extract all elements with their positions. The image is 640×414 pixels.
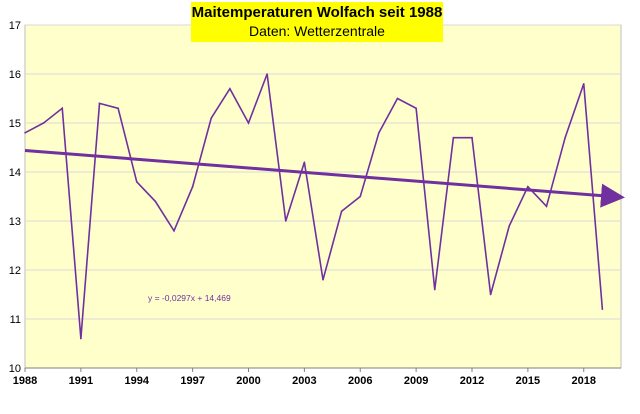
trendline-equation: y = -0,0297x + 14,469 — [148, 293, 231, 303]
data-point — [247, 122, 250, 124]
data-point — [322, 279, 324, 281]
x-tick-label: 2012 — [460, 375, 484, 387]
x-tick-label: 1988 — [13, 375, 37, 387]
data-point — [191, 185, 194, 188]
y-tick-label: 10 — [9, 363, 21, 375]
data-point — [340, 210, 343, 212]
x-tick-label: 1997 — [180, 375, 204, 387]
y-tick-label: 13 — [9, 216, 21, 228]
data-point — [489, 293, 492, 296]
data-point — [24, 132, 26, 134]
y-tick-label: 14 — [9, 167, 21, 179]
data-point — [396, 97, 399, 100]
data-point — [229, 87, 231, 90]
y-tick-label: 11 — [10, 314, 21, 326]
data-point — [545, 205, 548, 208]
series-line — [24, 73, 604, 339]
x-tick-label: 2015 — [516, 375, 540, 387]
plot-area — [24, 24, 622, 369]
data-point — [359, 195, 362, 198]
data-point — [117, 107, 119, 110]
x-tick-label: 1991 — [69, 375, 93, 387]
x-tick-label: 2018 — [572, 375, 596, 387]
data-point — [527, 185, 529, 188]
chart-subtitle: Daten: Wetterzentrale — [249, 23, 385, 39]
chart-title: Maitemperaturen Wolfach seit 1988 — [191, 4, 443, 21]
y-tick-label: 12 — [9, 265, 21, 277]
x-tick-label: 2000 — [236, 375, 260, 387]
data-point — [303, 161, 306, 163]
data-point — [471, 136, 473, 139]
data-point — [98, 102, 101, 105]
data-point — [508, 225, 511, 227]
trendline — [24, 148, 625, 208]
x-tick-label: 2009 — [404, 375, 428, 387]
data-point — [564, 136, 566, 139]
data-point — [378, 132, 380, 134]
data-point — [433, 288, 436, 291]
data-point — [173, 230, 175, 232]
data-point — [154, 200, 157, 203]
data-point — [135, 181, 138, 183]
chart-title-box: Maitemperaturen Wolfach seit 1988 Daten:… — [191, 2, 443, 42]
data-point — [42, 122, 45, 124]
data-point — [284, 220, 287, 222]
data-point — [210, 117, 213, 119]
data-point — [415, 107, 417, 110]
y-tick-label: 17 — [9, 20, 21, 32]
data-point — [266, 73, 268, 75]
y-tick-label: 15 — [9, 118, 21, 130]
data-point — [61, 107, 64, 110]
x-tick-label: 1994 — [125, 375, 150, 387]
x-tick-label: 2006 — [348, 375, 372, 387]
data-point — [80, 337, 82, 340]
data-point — [601, 308, 604, 311]
data-point — [452, 136, 455, 139]
y-tick-label: 16 — [9, 69, 21, 81]
data-point — [582, 83, 585, 85]
x-tick-label: 2003 — [292, 375, 316, 387]
